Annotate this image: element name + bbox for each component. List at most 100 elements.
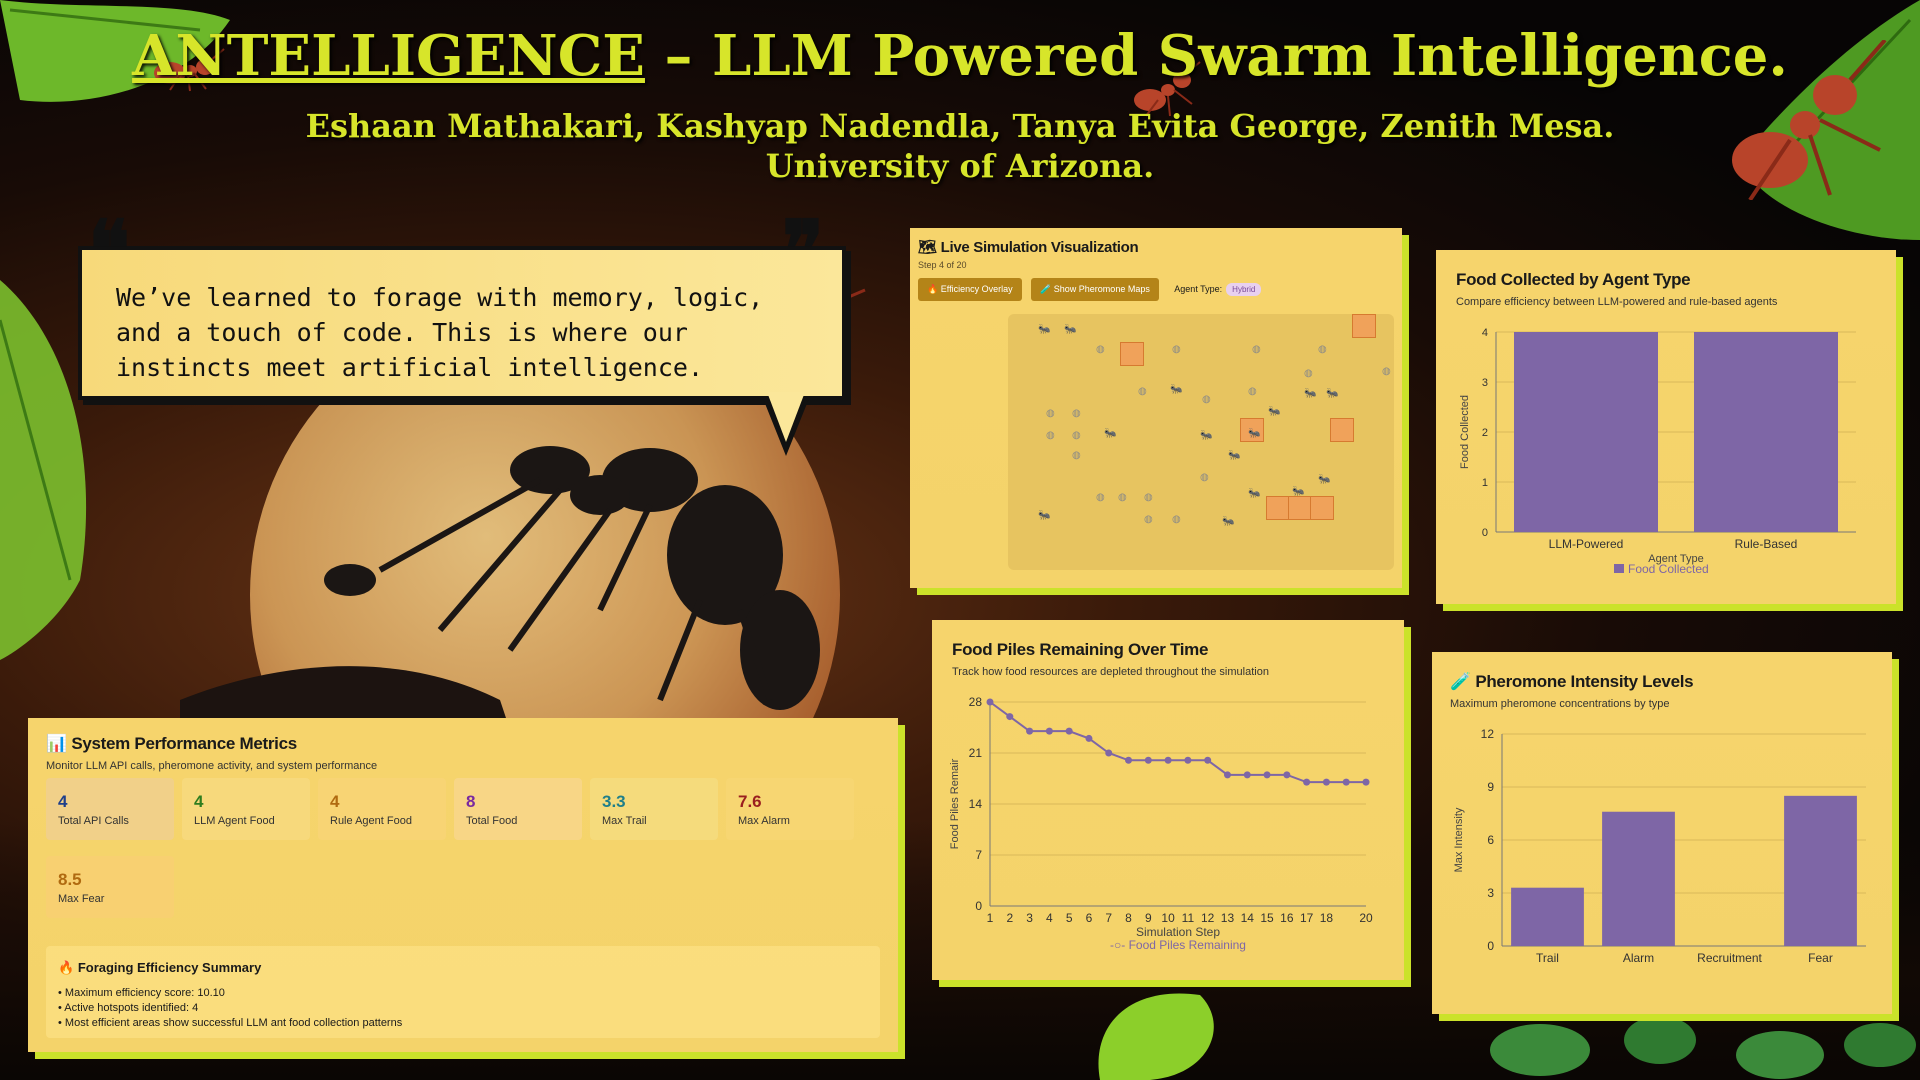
food-pile-icon: ◍ (1072, 430, 1081, 441)
red-ant-icon (1134, 61, 1201, 117)
y-tick-label: 0 (975, 899, 982, 913)
map-icon: 🗺 (918, 239, 937, 256)
x-tick-label: 8 (1125, 911, 1132, 925)
close-quote-icon: ❞ (782, 204, 824, 295)
data-point (1342, 778, 1350, 786)
y-tick-label: 3 (1482, 377, 1488, 389)
food-pile-icon: ◍ (1144, 514, 1153, 525)
food-collected-chart-panel: Food Collected by Agent Type Compare eff… (1436, 250, 1896, 604)
data-point (1362, 778, 1370, 786)
leaf-bottom-decoration (1098, 993, 1214, 1080)
metric-card: 8 Total Food (454, 778, 582, 840)
chart-subtitle: Track how food resources are depleted th… (952, 666, 1269, 678)
food-pile-icon: ◍ (1046, 430, 1055, 441)
leaf-bottom-right-decoration (1490, 1016, 1916, 1079)
data-point (1184, 756, 1192, 764)
ant-agent-icon: 🐜 (1170, 384, 1183, 395)
x-tick-label: Alarm (1623, 951, 1654, 965)
chart-title: Food Piles Remaining Over Time (952, 640, 1209, 659)
poster-title: ANTELLIGENCE – LLM Powered Swarm Intelli… (0, 20, 1920, 92)
x-tick-label: Rule-Based (1735, 537, 1798, 551)
x-tick-label: LLM-Powered (1549, 537, 1624, 551)
agent-type-badge[interactable]: Hybrid (1226, 283, 1262, 296)
y-axis-title: Max Intensity (1453, 807, 1465, 872)
x-tick-label: 20 (1359, 911, 1373, 925)
metric-value: 3.3 (602, 792, 626, 811)
chart-subtitle: Compare efficiency between LLM-powered a… (1456, 296, 1778, 308)
ant-agent-icon: 🐜 (1038, 324, 1051, 335)
y-tick-label: 7 (975, 848, 982, 862)
hotspot-cell (1288, 496, 1312, 520)
metric-label: Max Alarm (738, 815, 790, 827)
food-pile-icon: ◍ (1046, 408, 1055, 419)
y-tick-label: 4 (1482, 327, 1488, 339)
food-pile-icon: ◍ (1304, 368, 1313, 379)
x-tick-label: 6 (1086, 911, 1093, 925)
metric-label: Total API Calls (58, 815, 129, 827)
x-tick-label: 5 (1066, 911, 1073, 925)
x-tick-label: 12 (1201, 911, 1215, 925)
hotspot-cell (1240, 418, 1264, 442)
data-point (1125, 756, 1133, 764)
data-point (1006, 713, 1014, 721)
metric-card: 7.6 Max Alarm (726, 778, 854, 840)
food-pile-icon: ◍ (1248, 386, 1257, 397)
ant-agent-icon: 🐜 (1292, 486, 1305, 497)
ant-agent-icon: 🐜 (1200, 430, 1213, 441)
simulation-title: 🗺 Live Simulation Visualization (918, 239, 1139, 256)
x-tick-label: 9 (1145, 911, 1152, 925)
x-tick-label: 14 (1241, 911, 1255, 925)
ant-agent-icon: 🐜 (1268, 406, 1281, 417)
data-point (1045, 727, 1053, 735)
hotspot-cell (1352, 314, 1376, 338)
red-ant-icon (1732, 40, 1887, 200)
agent-type-label: Agent Type: Hybrid (1174, 283, 1262, 296)
efficiency-overlay-button[interactable]: 🔥 Efficiency Overlay (918, 278, 1022, 301)
x-tick-label: Recruitment (1697, 951, 1762, 965)
poster-header: ANTELLIGENCE – LLM Powered Swarm Intelli… (0, 20, 1920, 186)
ant-agent-icon: 🐜 (1318, 474, 1331, 485)
y-tick-label: 2 (1482, 427, 1488, 439)
chart-title: 🧪 Pheromone Intensity Levels (1450, 672, 1694, 691)
open-quote-icon: ❝ (88, 204, 130, 295)
hotspot-cell (1120, 342, 1144, 366)
x-tick-label: 7 (1105, 911, 1112, 925)
metric-value: 8 (466, 792, 476, 811)
title-prefix: ANTELLIGENCE (132, 23, 645, 89)
x-tick-label: 18 (1320, 911, 1334, 925)
x-tick-label: 15 (1260, 911, 1274, 925)
data-point (1322, 778, 1330, 786)
y-tick-label: 0 (1487, 939, 1494, 953)
y-tick-label: 1 (1482, 477, 1488, 489)
leaf-left-decoration (0, 280, 87, 660)
x-tick-label: 3 (1026, 911, 1033, 925)
ant-silhouette-illustration (180, 446, 820, 730)
y-tick-label: 6 (1487, 833, 1494, 847)
data-point (1204, 756, 1212, 764)
simulation-grid[interactable]: ◍ ◍ ◍ ◍ ◍ ◍ ◍ ◍ ◍ ◍ ◍ ◍ ◍ ◍ ◍ ◍ ◍ ◍ ◍ ◍ 🐜 🐜 🐜 🐜 🐜 🐜 🐜 🐜 🐜 🐜 🐜 🐜 🐜 🐜 🐜 (1008, 314, 1394, 570)
series-line (989, 701, 1366, 784)
y-tick-label: 3 (1487, 886, 1494, 900)
chart-subtitle: Maximum pheromone concentrations by type (1450, 698, 1670, 710)
metrics-subtitle: Monitor LLM API calls, pheromone activit… (46, 760, 378, 772)
y-tick-label: 0 (1482, 527, 1488, 539)
x-tick-label: 1 (987, 911, 994, 925)
show-pheromone-maps-button[interactable]: 🧪 Show Pheromone Maps (1031, 278, 1159, 301)
x-tick-label: 17 (1300, 911, 1314, 925)
ant-agent-icon: 🐜 (1304, 388, 1317, 399)
y-axis-title: Food Collected (1459, 395, 1471, 469)
x-tick-label: 10 (1161, 911, 1175, 925)
food-pile-icon: ◍ (1144, 492, 1153, 503)
affiliation-line: University of Arizona. (765, 147, 1155, 185)
pheromone-intensity-chart: 0 3 6 9 12 Trail Alarm Recruitment Fear Max Inten… (1453, 727, 1866, 965)
x-tick-label: 11 (1182, 911, 1195, 925)
legend-label: Food Collected (1628, 562, 1709, 576)
metric-label: LLM Agent Food (194, 815, 275, 827)
data-point (1105, 749, 1113, 757)
title-rest: – LLM Powered Swarm Intelligence. (644, 23, 1788, 89)
summary-title: 🔥 Foraging Efficiency Summary (58, 960, 262, 975)
metric-label: Rule Agent Food (330, 815, 412, 827)
bar (1784, 795, 1857, 946)
bar (1511, 887, 1584, 946)
